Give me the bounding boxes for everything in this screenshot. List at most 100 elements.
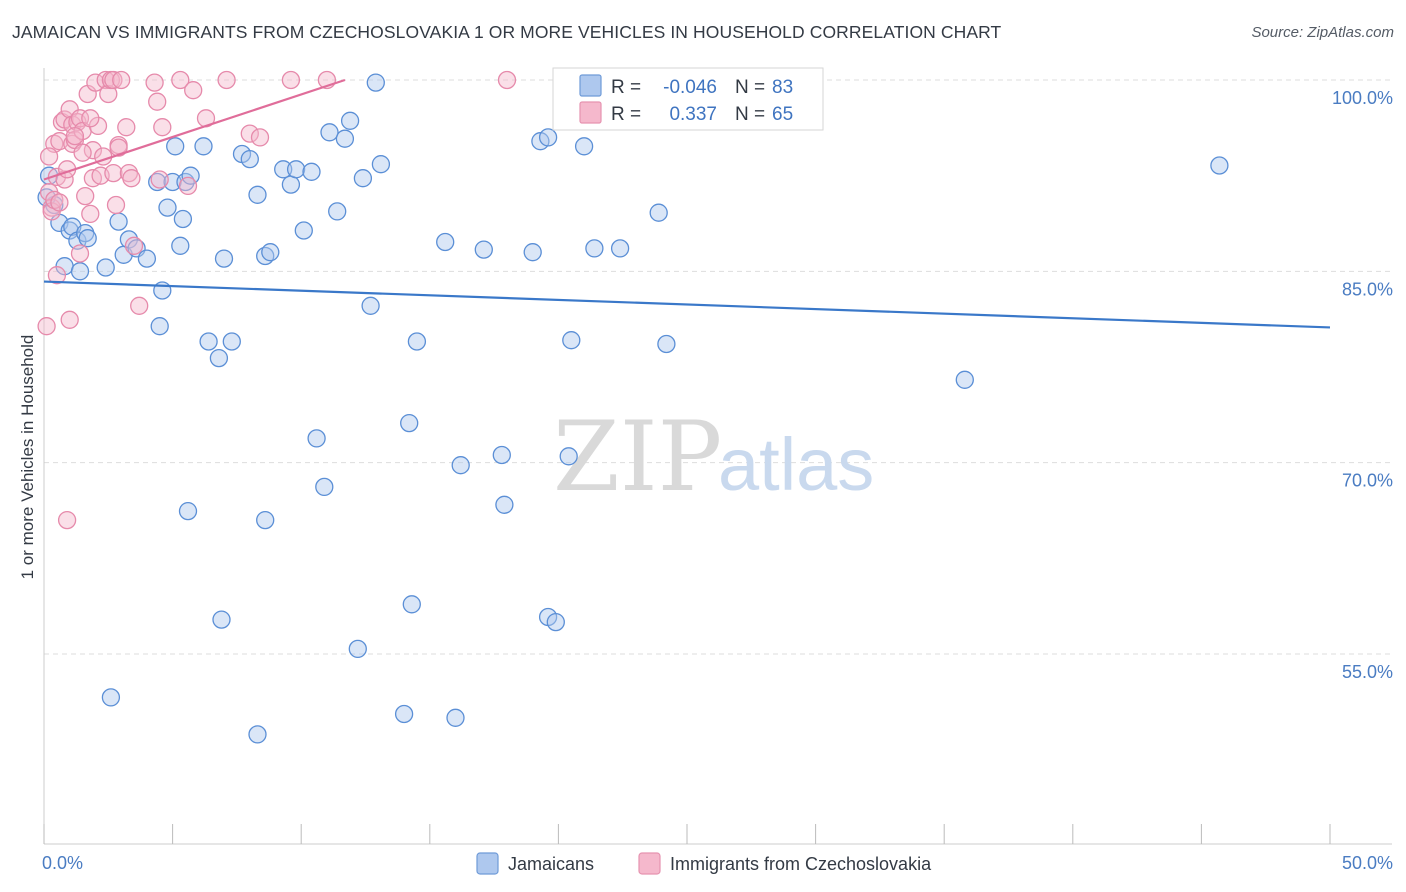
czechoslovakia-point [250, 128, 270, 147]
jamaicans-point [320, 123, 339, 142]
legend-n-label-0: N = [735, 77, 765, 98]
czechoslovakia-point [104, 70, 123, 90]
jamaicans-point [274, 160, 293, 179]
jamaicans-point [436, 232, 455, 252]
legend-n-value-1: 65 [772, 104, 793, 125]
czechoslovakia-point [81, 109, 100, 128]
jamaicans-point [166, 137, 185, 156]
legend-n-value-0: 83 [772, 77, 793, 98]
czechoslovakia-point [109, 138, 128, 157]
jamaicans-point [150, 317, 169, 336]
jamaicans-point [1210, 156, 1229, 175]
legend-row-swatch-0 [579, 74, 602, 97]
legend-n-label-1: N = [735, 104, 765, 125]
x-tick-labels: 0.0% 50.0% [42, 853, 1393, 873]
legend-r-label-0: R = [611, 77, 641, 98]
y-tick-label-0: 100.0% [1332, 88, 1393, 108]
jamaicans-point [101, 688, 121, 707]
jamaicans-point [109, 212, 128, 231]
jamaicans-point [328, 202, 347, 221]
legend-row-swatch-1 [579, 101, 602, 124]
jamaicans-point [649, 203, 668, 222]
legend-label-jamaicans: Jamaicans [508, 854, 594, 874]
jamaicans-point [348, 639, 367, 659]
czechoslovakia-point [145, 73, 164, 92]
jamaicans-point [492, 445, 511, 465]
jamaicans-point [173, 209, 193, 229]
jamaicans-point [371, 155, 391, 174]
legend-swatch-czechoslovakia [638, 852, 661, 875]
watermark-atlas: atlas [718, 423, 874, 506]
czechoslovakia-point [96, 70, 115, 90]
jamaicans-point [402, 595, 421, 614]
axes [43, 68, 1392, 845]
czechoslovakia-point [99, 84, 118, 104]
czechoslovakia-point [117, 118, 136, 137]
jamaicans-point [315, 477, 334, 497]
legend-r-value-0: -0.046 [663, 77, 717, 98]
jamaicans-point [538, 128, 558, 147]
czechoslovakia-point [47, 266, 67, 285]
jamaicans-point [955, 370, 974, 389]
jamaicans-point [574, 137, 594, 156]
jamaicans-point [366, 73, 385, 92]
jamaicans-point [222, 332, 241, 351]
source-label: Source: ZipAtlas.com [1251, 24, 1394, 41]
jamaicans-point [281, 175, 301, 194]
jamaicans-point [158, 198, 177, 217]
jamaicans-point [96, 258, 115, 277]
jamaicans-point [407, 332, 427, 351]
czechoslovakia-point [184, 81, 203, 100]
jamaicans-point [451, 456, 470, 475]
jamaicans-point [340, 111, 360, 130]
jamaicans-point [248, 725, 267, 744]
jamaicans-point [148, 172, 167, 192]
czechoslovakia-point [148, 92, 167, 111]
czechoslovakia-point [106, 195, 126, 215]
czechoslovakia-point [171, 70, 190, 90]
czechoslovakia-point [65, 126, 85, 146]
jamaicans-point [523, 243, 542, 262]
jamaicans-point [446, 708, 465, 727]
legend-swatch-jamaicans [476, 852, 499, 875]
jamaicans-point [559, 447, 578, 466]
czechoslovakia-trend-line [43, 78, 346, 181]
jamaicans-point [657, 334, 676, 354]
jamaicans-point [214, 249, 234, 268]
jamaicans-point [610, 239, 630, 258]
jamaicans-point [474, 240, 493, 259]
jamaicans-point [209, 348, 229, 368]
legend-r-value-1: 0.337 [669, 104, 717, 125]
czechoslovakia-points [37, 70, 517, 530]
czechoslovakia-point [73, 143, 92, 162]
czechoslovakia-point [37, 317, 56, 336]
czechoslovakia-point [88, 116, 108, 136]
x-tick-label-1: 50.0% [1342, 853, 1393, 873]
y-tick-label-2: 70.0% [1342, 471, 1393, 491]
jamaicans-trend-line [43, 280, 1331, 329]
jamaicans-point [307, 429, 326, 448]
y-tick-label-1: 85.0% [1342, 279, 1393, 299]
czechoslovakia-point [178, 176, 198, 196]
y-tick-labels: 100.0% 85.0% 70.0% 55.0% [1332, 88, 1393, 682]
jamaicans-point [240, 149, 259, 169]
czechoslovakia-point [150, 170, 169, 189]
czechoslovakia-point [240, 124, 259, 143]
jamaicans-point [248, 185, 267, 204]
legend-label-czechoslovakia: Immigrants from Czechoslovakia [670, 854, 932, 874]
jamaicans-point [70, 262, 90, 281]
czechoslovakia-point [39, 147, 59, 166]
legend-r-label-1: R = [611, 104, 641, 125]
watermark-zip: ZIP [553, 401, 722, 513]
bottom-legend: Jamaicans Immigrants from Czechoslovakia [476, 852, 932, 875]
jamaicans-point [256, 510, 275, 530]
jamaicans-point [294, 221, 313, 240]
jamaicans-point [394, 704, 414, 724]
y-tick-label-3: 55.0% [1342, 662, 1393, 682]
jamaicans-point [261, 243, 280, 262]
czechoslovakia-point [76, 186, 95, 206]
jamaicans-point [286, 160, 306, 179]
czechoslovakia-point [57, 510, 77, 530]
czechoslovakia-point [281, 70, 301, 90]
czechoslovakia-point [45, 190, 64, 210]
